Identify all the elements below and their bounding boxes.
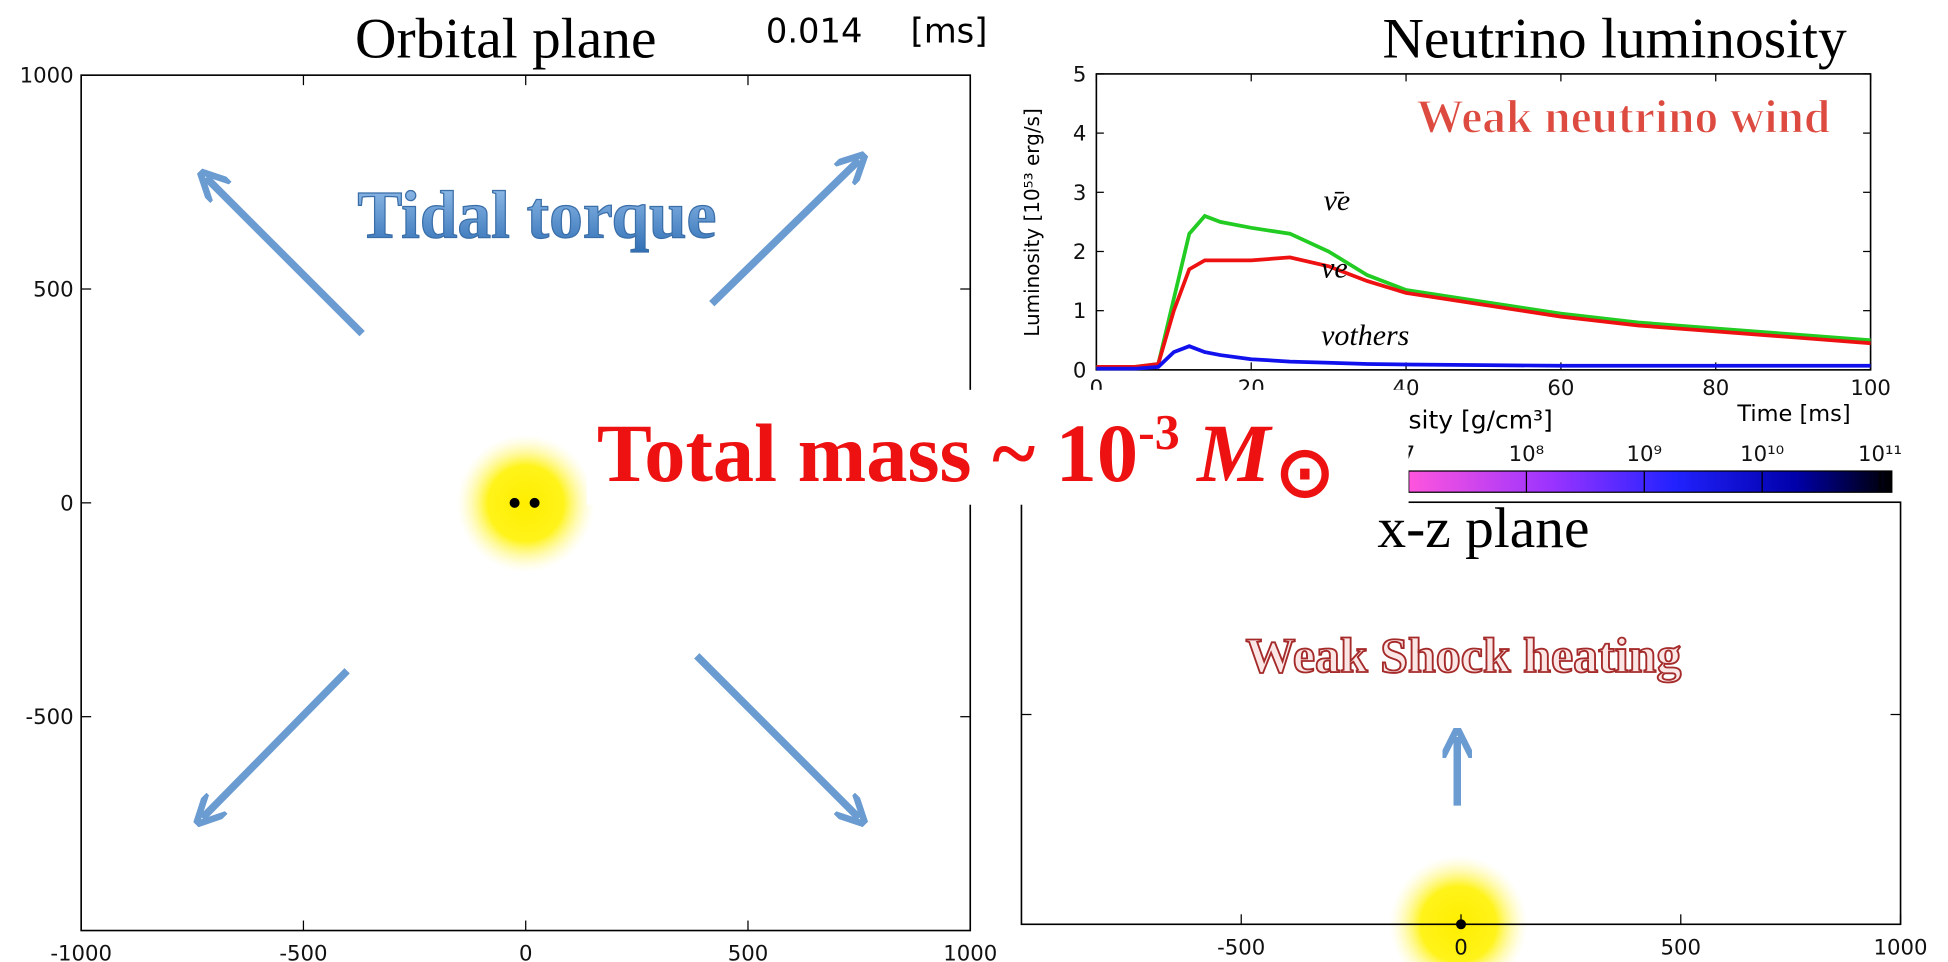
x-tick-label: -1000 xyxy=(50,942,112,962)
point xyxy=(529,497,540,508)
arrows xyxy=(202,160,1457,818)
headline-exponent: -3 xyxy=(1138,404,1180,460)
title: Neutrino luminosity xyxy=(1382,8,1847,71)
series-label: ν̄e xyxy=(1324,184,1351,217)
x-tick-label: 500 xyxy=(728,942,769,962)
y-tick-label: 5 xyxy=(1073,62,1087,87)
series-label: νothers xyxy=(1321,319,1409,352)
time-unit: [ms] xyxy=(911,12,988,51)
y-tick-label: 1 xyxy=(1073,299,1087,324)
x-axis-label: Time [ms] xyxy=(1736,401,1850,427)
headline: Total mass ~ 10-3 M⊙ xyxy=(597,404,1334,512)
x-tick-label: 1000 xyxy=(1874,935,1928,960)
x-tick-label: 1000 xyxy=(943,942,997,962)
y-tick-label: 500 xyxy=(33,278,74,303)
line xyxy=(1096,255,1871,369)
headline-symbol: M xyxy=(1195,408,1273,499)
colorbar-tick-label: 10⁸ xyxy=(1509,442,1545,467)
headline-text: Total mass ~ 10 xyxy=(597,408,1138,499)
x-tick-label: 60 xyxy=(1547,376,1574,401)
colorbar xyxy=(1407,470,1893,493)
y-tick-label: 3 xyxy=(1073,181,1087,206)
glow xyxy=(1389,855,1528,962)
headline-box xyxy=(586,389,1409,505)
annotation: Tidal torque xyxy=(357,178,716,253)
time: 0.014 xyxy=(766,12,863,51)
x-tick-label: 0 xyxy=(519,942,533,962)
colorbar-label: sity [g/cm³] xyxy=(1409,406,1553,435)
series-label: νe xyxy=(1321,251,1348,284)
x-tick-label: 100 xyxy=(1850,376,1891,401)
point xyxy=(509,497,520,508)
annotation: Weak neutrino wind xyxy=(1416,92,1830,144)
title: x-z plane xyxy=(1377,497,1589,560)
colorbar-tick-label: 10¹¹ xyxy=(1858,442,1902,467)
x-tick-label: 0 xyxy=(1454,935,1468,960)
y-tick-label: 4 xyxy=(1073,122,1087,147)
y-tick-label: 1000 xyxy=(20,64,74,89)
colorbar-tick-label: 10¹⁰ xyxy=(1740,442,1784,467)
y-tick-label: 0 xyxy=(1073,358,1087,383)
y-tick-label: 2 xyxy=(1073,240,1087,265)
point xyxy=(1456,919,1466,930)
line xyxy=(1096,344,1871,371)
x-tick-label: -500 xyxy=(1217,935,1265,960)
plot-frame xyxy=(1095,73,1872,371)
line xyxy=(1096,213,1871,369)
y-tick-label: 0 xyxy=(60,491,74,516)
title: Orbital plane xyxy=(355,8,656,71)
x-tick-label: -500 xyxy=(279,942,327,962)
glow xyxy=(457,434,595,573)
x-tick-label: 80 xyxy=(1702,376,1729,401)
colorbar-tick-label: 10⁹ xyxy=(1627,442,1663,467)
y-axis-label: Luminosity [10⁵³ erg/s] xyxy=(1020,108,1044,337)
annotation: Weak Shock heating xyxy=(1246,627,1682,683)
headline-sun: ⊙ xyxy=(1275,435,1334,512)
x-tick-label: 500 xyxy=(1661,935,1702,960)
y-tick-label: -500 xyxy=(26,705,74,730)
